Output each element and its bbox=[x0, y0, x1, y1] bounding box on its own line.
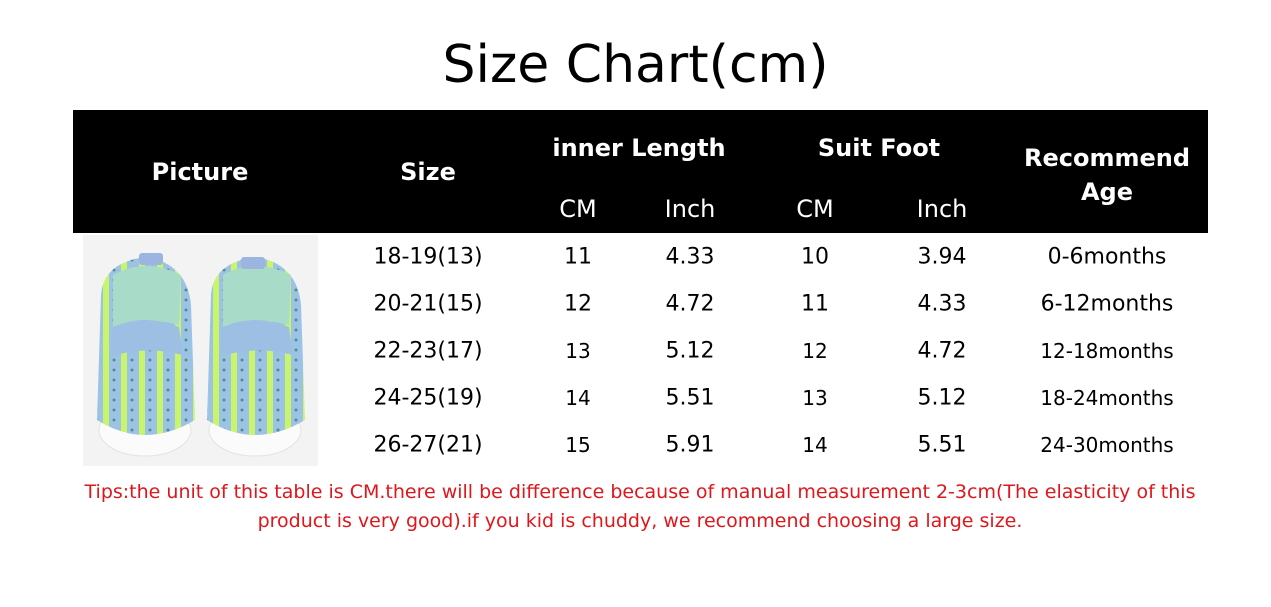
cell-age: 24-30months bbox=[1040, 433, 1174, 457]
header-size: Size bbox=[400, 158, 456, 186]
cell-foot-cm: 10 bbox=[801, 244, 829, 270]
cell-age: 0-6months bbox=[1047, 244, 1167, 270]
header-picture: Picture bbox=[151, 158, 249, 186]
tips-note: Tips:the unit of this table is CM.there … bbox=[84, 481, 1196, 532]
cell-foot-cm: 12 bbox=[802, 339, 828, 363]
cell-foot-inch: 4.72 bbox=[917, 338, 967, 364]
cell-size: 22-23(17) bbox=[373, 338, 483, 364]
cell-foot-cm: 14 bbox=[802, 433, 828, 457]
page-title: Size Chart(cm) bbox=[442, 35, 829, 95]
header-suit-foot: Suit Foot bbox=[817, 134, 941, 162]
cell-size: 24-25(19) bbox=[373, 385, 483, 411]
header-foot-inch: Inch bbox=[916, 195, 968, 223]
header-foot-cm: CM bbox=[796, 195, 834, 223]
cell-inner-cm: 11 bbox=[564, 244, 592, 270]
cell-inner-cm: 14 bbox=[565, 386, 591, 410]
cell-foot-inch: 5.12 bbox=[917, 385, 967, 411]
cell-inner-inch: 5.51 bbox=[665, 385, 715, 411]
header-recommend-age: Recommend Age bbox=[1023, 144, 1191, 206]
header-inner-inch: Inch bbox=[664, 195, 716, 223]
cell-foot-inch: 5.51 bbox=[917, 432, 967, 458]
cell-age: 18-24months bbox=[1040, 386, 1174, 410]
cell-size: 26-27(21) bbox=[373, 432, 483, 458]
cell-foot-inch: 4.33 bbox=[917, 291, 967, 317]
cell-inner-cm: 15 bbox=[565, 433, 591, 457]
cell-inner-cm: 13 bbox=[565, 339, 591, 363]
product-picture bbox=[83, 235, 318, 466]
header-inner-cm: CM bbox=[559, 195, 597, 223]
cell-age: 12-18months bbox=[1040, 339, 1174, 363]
cell-inner-inch: 4.33 bbox=[665, 244, 715, 270]
cell-size: 18-19(13) bbox=[373, 244, 483, 270]
cell-age: 6-12months bbox=[1040, 291, 1174, 317]
cell-size: 20-21(15) bbox=[373, 291, 483, 317]
cell-foot-inch: 3.94 bbox=[917, 244, 967, 270]
table-header: Picture Size inner Length Suit Foot Reco… bbox=[73, 110, 1208, 233]
cell-foot-cm: 11 bbox=[801, 291, 829, 317]
cell-inner-inch: 5.91 bbox=[665, 432, 715, 458]
header-inner-length: inner Length bbox=[552, 134, 726, 162]
cell-foot-cm: 13 bbox=[802, 386, 828, 410]
cell-inner-cm: 12 bbox=[564, 291, 592, 317]
cell-inner-inch: 4.72 bbox=[665, 291, 715, 317]
cell-inner-inch: 5.12 bbox=[665, 338, 715, 364]
